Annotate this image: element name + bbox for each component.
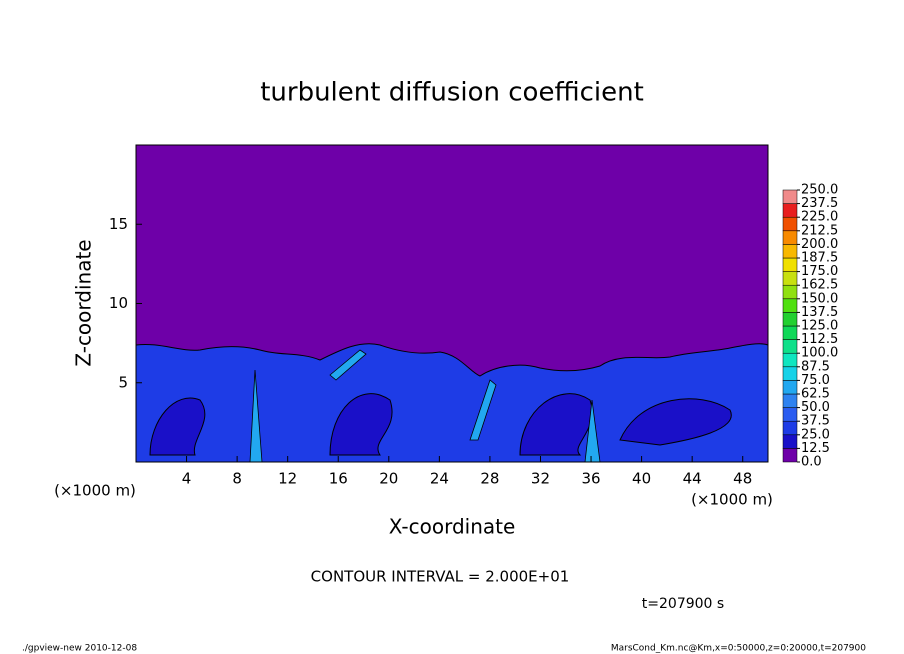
- colorbar-label: 162.5: [801, 278, 838, 293]
- colorbar-swatch: [782, 448, 798, 463]
- colorbar-label: 37.5: [801, 414, 830, 429]
- time-label: t=207900 s: [642, 596, 724, 612]
- x-axis-label: X-coordinate: [389, 515, 516, 539]
- contour-interval: CONTOUR INTERVAL = 2.000E+01: [311, 568, 570, 586]
- x-tick-label: 20: [379, 470, 398, 488]
- colorbar-swatch: [782, 189, 798, 204]
- turbulent-layer: [135, 343, 769, 463]
- y-tick-label: 10: [109, 294, 128, 312]
- colorbar-swatch: [782, 203, 798, 218]
- field: [135, 144, 769, 463]
- x-tick-label: 48: [733, 470, 752, 488]
- x-tick-label: 16: [329, 470, 348, 488]
- x-units: (×1000 m): [691, 491, 773, 509]
- colorbar-swatch: [782, 216, 798, 232]
- colorbar-label: 100.0: [801, 346, 838, 361]
- x-tick-label: 8: [232, 470, 242, 488]
- x-tick-label: 40: [632, 470, 651, 488]
- footer-left: ./gpview-new 2010-12-08: [22, 644, 137, 654]
- low-region: [149, 393, 732, 456]
- colorbar-label: 225.0: [801, 210, 838, 225]
- colorbar-swatch: [782, 230, 798, 245]
- high-region: [249, 349, 601, 463]
- colorbar-label: 112.5: [801, 332, 838, 347]
- colorbar-swatch: [782, 244, 798, 259]
- colorbar-swatch: [782, 380, 798, 395]
- colorbar-swatch: [782, 284, 798, 300]
- colorbar-label: 25.0: [801, 427, 830, 442]
- chart-title: turbulent diffusion coefficient: [260, 78, 644, 108]
- colorbar-label: 150.0: [801, 291, 838, 306]
- colorbar-label: 187.5: [801, 251, 838, 266]
- x-tick-label: 44: [683, 470, 702, 488]
- x-units: (×1000 m): [54, 482, 136, 500]
- colorbar-label: 200.0: [801, 237, 838, 252]
- colorbar-swatch: [782, 352, 798, 368]
- x-tick-label: 24: [430, 470, 449, 488]
- colorbar-swatch: [782, 407, 798, 422]
- colorbar-swatch: [782, 271, 798, 286]
- colorbar-swatch: [782, 366, 798, 381]
- colorbar-label: 125.0: [801, 319, 838, 334]
- x-tick-label: 12: [278, 470, 297, 488]
- colorbar-label: 75.0: [801, 373, 830, 388]
- colorbar-swatch: [782, 325, 798, 340]
- colorbar-label: 0.0: [801, 455, 822, 470]
- colorbar-label: 50.0: [801, 400, 830, 415]
- y-tick-label: 5: [118, 373, 128, 391]
- colorbar-swatch: [782, 434, 798, 449]
- colorbar-swatch: [782, 393, 798, 408]
- colorbar-label: 87.5: [801, 359, 830, 374]
- colorbar-label: 175.0: [801, 264, 838, 279]
- colorbar-label: 137.5: [801, 305, 838, 320]
- y-tick-label: 15: [109, 215, 128, 233]
- colorbar-swatch: [782, 298, 798, 313]
- y-axis-label: Z-coordinate: [72, 239, 96, 366]
- colorbar-label: 237.5: [801, 196, 838, 211]
- colorbar-swatch: [782, 312, 798, 327]
- colorbar-label: 250.0: [801, 183, 838, 198]
- x-tick-label: 32: [531, 470, 550, 488]
- colorbar-label: 62.5: [801, 387, 830, 402]
- x-tick-label: 36: [581, 470, 600, 488]
- colorbar-swatch: [782, 339, 798, 354]
- x-tick-label: 28: [480, 470, 499, 488]
- colorbar-swatch: [782, 420, 798, 436]
- colorbar-label: 12.5: [801, 441, 830, 456]
- colorbar-label: 212.5: [801, 223, 838, 238]
- x-tick-label: 4: [182, 470, 192, 488]
- footer-right: MarsCond_Km.nc@Km,x=0:50000,z=0:20000,t=…: [611, 644, 866, 654]
- colorbar-swatch: [782, 257, 798, 272]
